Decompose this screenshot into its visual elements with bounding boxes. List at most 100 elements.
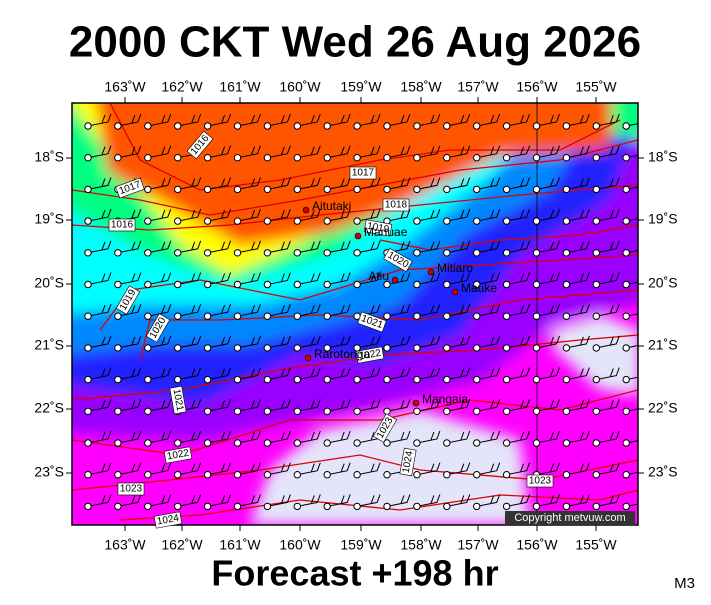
wind-barb xyxy=(233,367,261,384)
station-dot xyxy=(383,122,391,130)
station-dot xyxy=(592,185,600,194)
wind-barb xyxy=(502,399,531,415)
station-dot xyxy=(622,185,630,194)
station-dot xyxy=(622,249,630,257)
barb-staff xyxy=(416,208,441,222)
barb-staff xyxy=(207,177,232,190)
station-dot xyxy=(443,280,451,289)
isobar-label-box xyxy=(399,447,417,477)
station-dot xyxy=(592,249,600,257)
wind-barb xyxy=(443,208,471,225)
barb-staff xyxy=(626,471,638,476)
station-dot xyxy=(443,217,451,225)
station-dot xyxy=(174,280,182,289)
barb-staff xyxy=(446,462,471,476)
footer: Forecast +198 hr xyxy=(211,553,498,594)
wind-barb xyxy=(144,272,172,289)
wind-barb xyxy=(592,304,620,320)
station-dot xyxy=(592,375,600,384)
wind-barb xyxy=(532,430,560,447)
wind-barb xyxy=(413,462,441,479)
wind-barb xyxy=(263,304,291,320)
wind-barb xyxy=(502,240,531,257)
lat-label: 18˚S xyxy=(34,149,64,165)
station-dot xyxy=(114,439,122,447)
isobar-label: 1024 xyxy=(153,511,183,529)
wind-barb xyxy=(323,177,351,194)
barb-staff xyxy=(87,367,112,381)
isobar-label-text: 1017 xyxy=(352,168,375,179)
barb-staff xyxy=(626,249,638,254)
barb-staff xyxy=(177,304,202,317)
wind-barb xyxy=(502,145,531,162)
wind-barb xyxy=(622,502,638,511)
wind-barb xyxy=(532,367,560,384)
station-dot xyxy=(84,280,92,289)
station-dot xyxy=(383,312,391,320)
station-dot xyxy=(562,502,571,511)
wind-barb xyxy=(203,399,232,415)
wind-barb xyxy=(592,240,620,257)
isobar-label-box xyxy=(357,311,387,333)
station-dot xyxy=(562,344,571,352)
station-dot xyxy=(144,502,152,511)
wind-barb xyxy=(293,335,321,352)
lon-label: 160˚W xyxy=(279,79,321,95)
station-dot xyxy=(203,375,212,384)
station-dot xyxy=(562,185,571,194)
barb-staff xyxy=(446,304,471,317)
barb-staff xyxy=(416,335,441,349)
wind-barb xyxy=(203,304,232,320)
wind-barb xyxy=(592,272,620,289)
barb-staff xyxy=(476,177,501,190)
wind-barb xyxy=(622,154,638,162)
station-dot xyxy=(592,344,600,352)
barb-staff xyxy=(237,304,261,317)
wind-barb xyxy=(622,185,638,194)
lon-label: 159˚W xyxy=(340,79,382,95)
station-dot xyxy=(562,154,571,162)
wind-barb xyxy=(323,335,351,352)
station-dot xyxy=(353,185,361,194)
station-dot xyxy=(323,217,331,225)
wind-barb xyxy=(502,113,531,130)
station-dot xyxy=(413,439,421,447)
barb-staff xyxy=(327,177,351,190)
place-label: Mitiaro xyxy=(437,261,473,275)
wind-barb xyxy=(263,113,291,130)
barb-staff xyxy=(446,367,471,381)
barb-staff xyxy=(327,240,351,254)
wind-barb xyxy=(562,494,590,511)
barb-staff xyxy=(357,272,381,285)
station-dot xyxy=(443,122,451,130)
station-dot xyxy=(562,312,571,320)
station-dot xyxy=(502,502,511,511)
station-dot xyxy=(443,407,451,415)
wind-barb xyxy=(562,145,590,162)
wind-barb xyxy=(622,122,638,130)
place-label: Rarotonga xyxy=(314,347,370,361)
barb-staff xyxy=(327,272,351,285)
barb-staff xyxy=(476,240,501,254)
place-label: Mauke xyxy=(461,281,497,295)
station-dot xyxy=(413,217,421,225)
barb-staff xyxy=(476,494,501,507)
wind-barb xyxy=(443,399,471,415)
barb-staff xyxy=(536,272,560,285)
barb-staff xyxy=(237,145,261,159)
place-label: Atiu xyxy=(368,269,389,283)
barb-staff xyxy=(596,208,620,222)
wind-barb xyxy=(144,240,172,257)
station-dot xyxy=(592,471,600,479)
station-dot xyxy=(622,344,630,352)
lon-label: 156˚W xyxy=(516,537,558,553)
station-dot xyxy=(413,344,421,352)
barb-staff xyxy=(626,440,638,444)
isobar-label-text: 1018 xyxy=(385,200,408,211)
wind-barb xyxy=(203,208,232,225)
station-dot xyxy=(203,154,212,162)
station-dot xyxy=(413,249,421,257)
barb-staff xyxy=(177,367,202,381)
wind-barb xyxy=(293,430,321,447)
barb-staff xyxy=(207,304,232,317)
